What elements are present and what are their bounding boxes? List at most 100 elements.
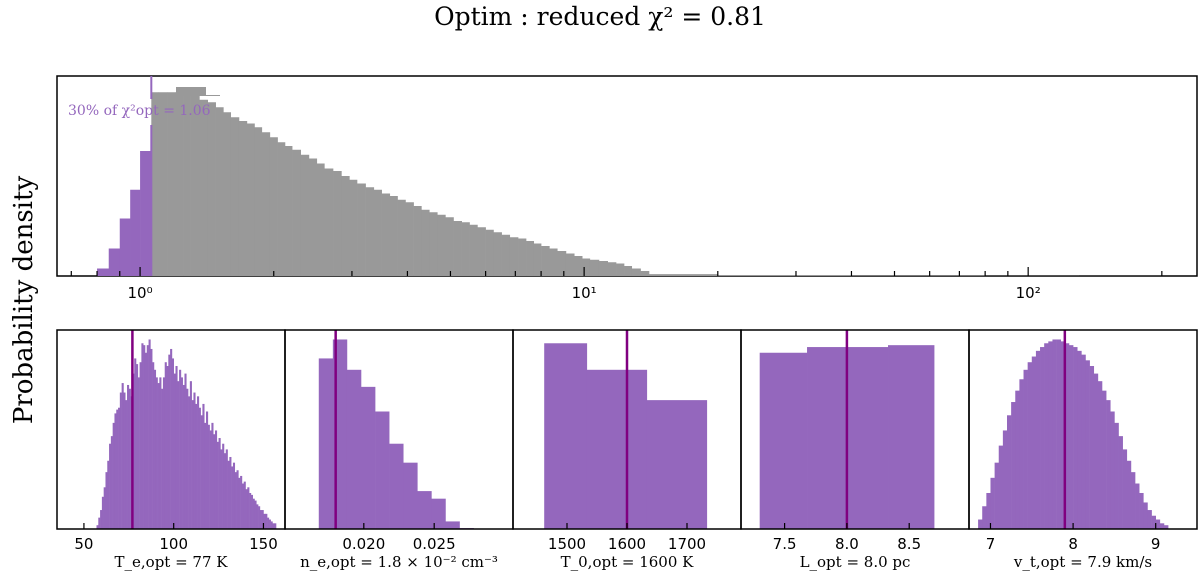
- chi2-bar: [97, 268, 110, 276]
- chi2-bar: [624, 266, 633, 276]
- te-bar: [225, 449, 228, 529]
- te-bar: [144, 352, 148, 529]
- te-bar: [152, 362, 155, 529]
- te-bar: [171, 358, 174, 529]
- ne-bar: [375, 411, 390, 529]
- ne-bar: [445, 521, 460, 529]
- vt-panel-frame: [968, 329, 1198, 530]
- vt-bar: [1093, 373, 1099, 529]
- chi2-bar: [557, 251, 567, 276]
- te-bar: [125, 400, 128, 529]
- vt-bar: [1097, 381, 1103, 529]
- l-panel: 7.5 8.0 8.5: [740, 329, 970, 553]
- te-bar: [105, 472, 108, 529]
- l-tick-label: 8.5: [897, 535, 921, 553]
- te-bar: [243, 481, 246, 529]
- chi2-bar: [493, 232, 502, 276]
- chi2-bar: [324, 168, 334, 276]
- te-bar: [213, 434, 216, 529]
- l-bar: [759, 352, 808, 529]
- vt-bar: [1073, 347, 1078, 529]
- chi2-bar: [130, 189, 141, 276]
- te-bar: [218, 438, 221, 529]
- chi2-tick-label: 10⁰: [128, 284, 153, 302]
- vt-bar: [990, 477, 995, 529]
- vt-bar: [1155, 519, 1161, 529]
- vt-bar: [1114, 422, 1119, 529]
- t0-panel: 1500 1600 1700: [512, 329, 742, 553]
- t0-tick-label: 1500: [548, 535, 586, 553]
- te-bar: [128, 388, 131, 529]
- l-bar: [888, 345, 935, 529]
- te-bar: [191, 400, 194, 529]
- chi2-bar: [649, 274, 719, 276]
- te-bar: [272, 523, 275, 529]
- ne-bar: [417, 491, 432, 529]
- te-bar: [240, 475, 243, 529]
- ne-bar: [346, 369, 362, 529]
- chi2-bar: [269, 137, 278, 276]
- vt-bar: [1122, 449, 1128, 529]
- y-axis-label: Probability density: [9, 175, 39, 425]
- te-bar: [112, 422, 115, 529]
- vt-bar: [994, 462, 1000, 529]
- vt-bar: [1077, 350, 1082, 529]
- te-bar: [175, 366, 178, 529]
- t0-tick-label: 1600: [608, 535, 646, 553]
- te-bar: [118, 407, 121, 529]
- te-bar: [261, 510, 264, 529]
- chi2-bar: [215, 107, 224, 276]
- chi2-bar: [277, 142, 286, 276]
- vt-bar: [998, 445, 1004, 529]
- chi2-bar: [461, 222, 470, 276]
- chi2-bar: [397, 199, 406, 276]
- te-bar: [173, 373, 176, 529]
- vt-bar: [1019, 379, 1024, 529]
- te-bar: [231, 466, 234, 529]
- chi2-bar: [598, 261, 608, 276]
- vt-bar: [1151, 515, 1156, 529]
- chi2-bar: [207, 102, 216, 276]
- te-bar: [101, 496, 104, 529]
- ne-bar: [431, 498, 446, 529]
- vt-bar: [986, 492, 991, 529]
- te-bar: [143, 345, 146, 529]
- chi2-bar: [151, 92, 159, 276]
- ne-bar: [389, 443, 404, 529]
- chart-title: Optim : reduced χ² = 0.81: [434, 2, 766, 31]
- vt-bar: [1052, 339, 1057, 529]
- chi2-bar: [541, 246, 550, 276]
- te-bar: [157, 383, 160, 529]
- vt-bar: [1040, 347, 1045, 529]
- l-axis-label: L_opt = 8.0 pc: [799, 553, 911, 571]
- te-tick-label: 100: [159, 535, 188, 553]
- vt-bar: [1015, 390, 1020, 529]
- chi2-bar: [501, 234, 511, 276]
- chi2-bar: [357, 183, 366, 276]
- t0-axis-label: T_0,opt = 1600 K: [560, 553, 694, 571]
- te-bar: [116, 409, 119, 529]
- chi2-bar: [167, 92, 176, 276]
- chi2-bar: [373, 189, 382, 276]
- te-bar: [193, 392, 196, 529]
- chi2-bar: [405, 202, 414, 276]
- te-bar: [162, 377, 166, 529]
- te-bar: [207, 424, 210, 529]
- chi2-bar: [437, 214, 446, 276]
- ne-tick-label: 0.020: [342, 535, 385, 553]
- vt-bar: [1159, 523, 1165, 529]
- te-bar: [270, 521, 273, 529]
- vt-bar: [1126, 460, 1132, 529]
- chi2-bar: [119, 218, 131, 276]
- vt-bar: [1139, 492, 1144, 529]
- chi2-bar: [316, 163, 325, 276]
- vt-bar: [1118, 436, 1123, 529]
- vt-bar: [1044, 343, 1049, 529]
- chi2-panel: 10⁰ 10¹ 10²: [56, 75, 1198, 302]
- vt-bar: [1035, 350, 1041, 529]
- chi2-bar: [183, 92, 191, 276]
- legend-patch: [176, 87, 206, 95]
- l-bar: [846, 347, 889, 529]
- te-bar: [155, 377, 158, 529]
- te-bar: [109, 443, 112, 529]
